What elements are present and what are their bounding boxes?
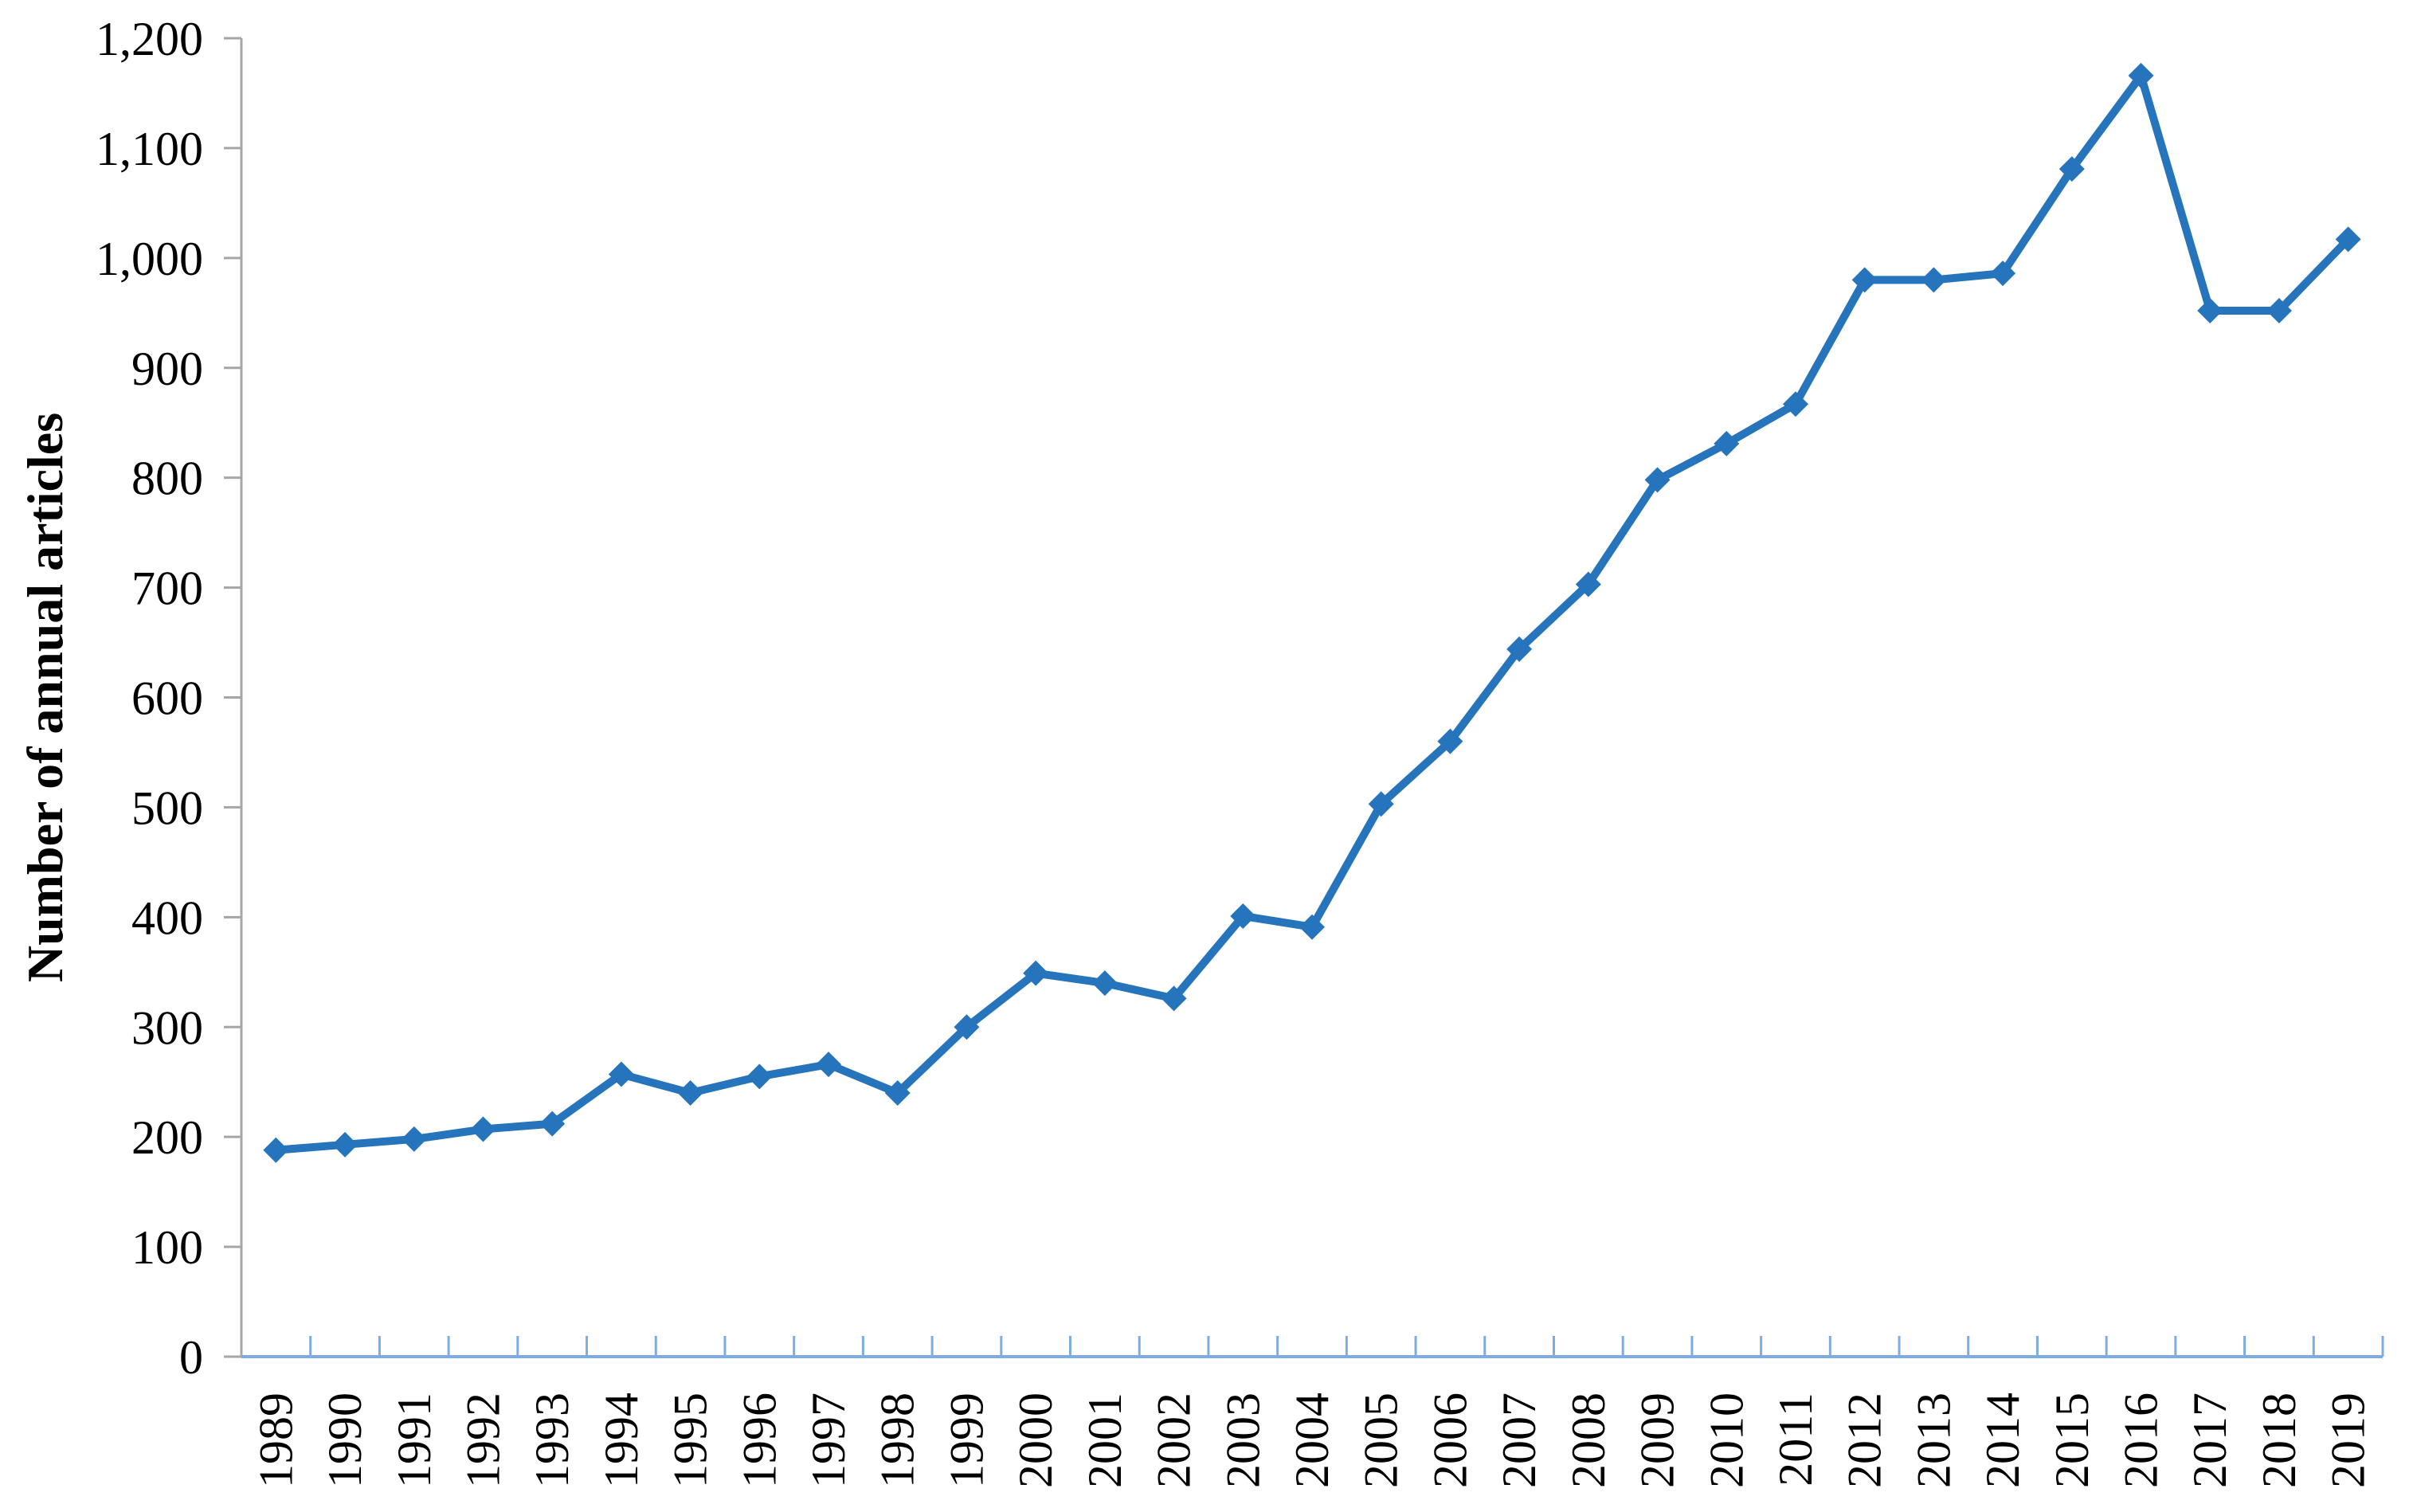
data-point-2002 (1161, 985, 1187, 1012)
y-axis-title: Number of annual articles (17, 413, 73, 982)
x-tick-label-1995: 1995 (664, 1393, 717, 1488)
x-tick-label-2002: 2002 (1148, 1393, 1201, 1488)
x-tick-label-2007: 2007 (1493, 1393, 1545, 1488)
data-point-2017 (2197, 298, 2223, 324)
data-point-2010 (1714, 430, 1740, 456)
y-tick-label-600: 600 (131, 672, 203, 725)
data-point-1996 (746, 1063, 773, 1090)
data-point-2006 (1437, 728, 1463, 754)
data-point-1997 (816, 1052, 842, 1078)
x-tick-label-2008: 2008 (1562, 1393, 1615, 1488)
x-tick-label-2006: 2006 (1424, 1393, 1476, 1488)
data-point-1989 (263, 1137, 289, 1163)
data-point-2001 (1091, 970, 1118, 997)
data-point-2018 (2266, 298, 2292, 324)
series-line (272, 71, 2352, 1154)
y-tick-label-300: 300 (131, 1001, 203, 1054)
data-point-1993 (539, 1110, 566, 1137)
data-point-2015 (2058, 156, 2085, 182)
data-point-1994 (608, 1061, 634, 1087)
x-tick-label-2001: 2001 (1079, 1393, 1131, 1488)
x-tick-label-2003: 2003 (1216, 1393, 1269, 1488)
x-tick-label-2016: 2016 (2115, 1393, 2168, 1488)
data-point-2003 (1230, 903, 1256, 929)
y-tick-label-1200: 1,200 (96, 13, 203, 65)
x-tick-label-1999: 1999 (940, 1393, 993, 1488)
data-point-1995 (677, 1080, 703, 1106)
data-point-2008 (1575, 571, 1601, 597)
y-tick-label-1000: 1,000 (96, 233, 203, 285)
x-tick-label-1991: 1991 (388, 1393, 441, 1488)
x-tick-label-2014: 2014 (1976, 1393, 2029, 1488)
x-tick-label-2019: 2019 (2322, 1393, 2375, 1488)
x-tick-label-2011: 2011 (1769, 1393, 1822, 1487)
data-point-2000 (1023, 960, 1049, 986)
data-point-2012 (1851, 267, 1878, 293)
x-tick-label-2000: 2000 (1009, 1393, 1062, 1488)
y-tick-label-100: 100 (131, 1221, 203, 1274)
data-point-2016 (2128, 62, 2154, 88)
y-tick-label-800: 800 (131, 452, 203, 505)
data-point-2014 (1990, 260, 2016, 287)
y-tick-label-200: 200 (131, 1111, 203, 1164)
x-tick-label-2015: 2015 (2046, 1393, 2098, 1488)
x-tick-label-2010: 2010 (1700, 1393, 1753, 1488)
data-point-2011 (1782, 391, 1808, 417)
x-tick-label-1998: 1998 (872, 1393, 924, 1488)
data-point-2009 (1644, 467, 1671, 493)
data-point-2007 (1506, 636, 1533, 662)
x-tick-label-2012: 2012 (1839, 1393, 1891, 1488)
x-tick-label-1997: 1997 (802, 1393, 855, 1488)
data-point-1991 (401, 1126, 427, 1152)
x-tick-label-1990: 1990 (319, 1393, 371, 1488)
x-tick-label-2013: 2013 (1907, 1393, 1960, 1488)
x-tick-label-1992: 1992 (456, 1393, 509, 1488)
data-point-1999 (954, 1014, 980, 1040)
x-tick-label-2009: 2009 (1632, 1393, 1684, 1488)
data-point-2005 (1368, 791, 1394, 817)
y-tick-label-700: 700 (131, 562, 203, 615)
y-tick-label-0: 0 (179, 1331, 203, 1384)
x-tick-label-1993: 1993 (526, 1393, 578, 1488)
y-tick-label-500: 500 (131, 781, 203, 834)
x-tick-label-2004: 2004 (1286, 1393, 1338, 1488)
x-tick-label-1994: 1994 (595, 1393, 648, 1488)
x-tick-label-1996: 1996 (733, 1393, 785, 1488)
data-point-1992 (470, 1116, 496, 1142)
data-point-2004 (1299, 914, 1325, 940)
data-point-1990 (332, 1131, 358, 1158)
data-point-1998 (884, 1080, 911, 1106)
x-tick-label-1989: 1989 (249, 1393, 302, 1488)
y-tick-label-1100: 1,100 (96, 123, 203, 175)
data-point-2019 (2335, 226, 2361, 253)
x-tick-label-2005: 2005 (1355, 1393, 1408, 1488)
x-tick-label-2018: 2018 (2253, 1393, 2305, 1488)
data-point-2013 (1921, 267, 1947, 293)
y-tick-label-900: 900 (131, 343, 203, 395)
x-tick-label-2017: 2017 (2184, 1393, 2236, 1488)
y-tick-label-400: 400 (131, 891, 203, 944)
